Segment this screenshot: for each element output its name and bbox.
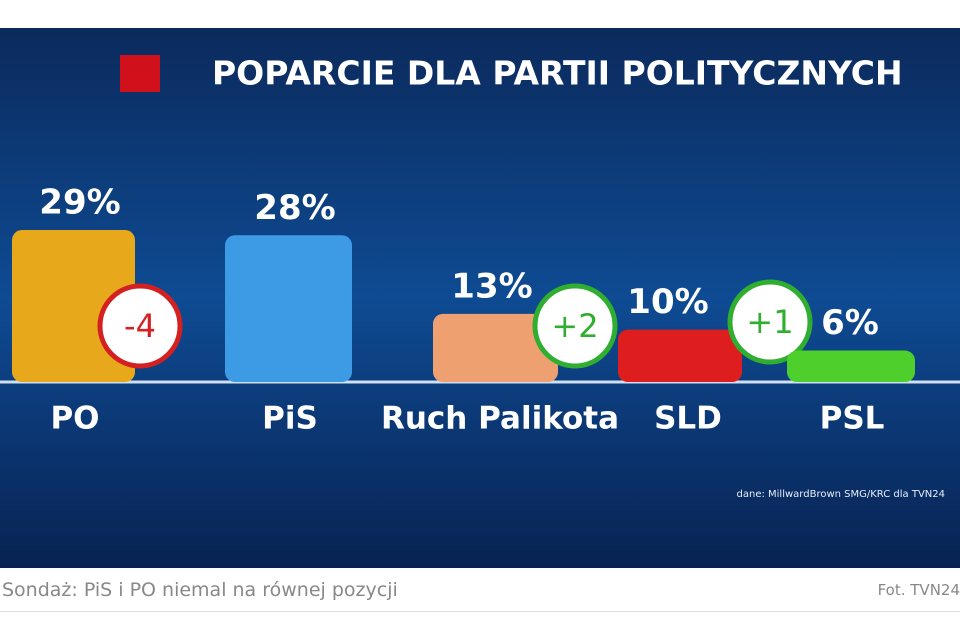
change-badge xyxy=(97,283,183,369)
change-label: +2 xyxy=(551,307,598,345)
change-badge xyxy=(727,279,813,365)
title-square xyxy=(120,55,160,92)
value-label: 29% xyxy=(39,183,120,223)
value-label: 10% xyxy=(627,282,708,322)
value-label: 13% xyxy=(451,266,532,306)
chart: POPARCIE DLA PARTII POLITYCZNYCH dane: M… xyxy=(0,28,960,568)
category-label: PSL xyxy=(820,401,885,437)
value-label: 6% xyxy=(821,303,879,343)
category-label: PiS xyxy=(262,401,318,437)
change-label: +1 xyxy=(746,303,793,341)
category-label: PO xyxy=(50,401,99,437)
change-badge xyxy=(532,283,618,369)
change-label: -4 xyxy=(124,307,156,345)
bar xyxy=(618,329,742,382)
caption-bar: Sondaż: PiS i PO niemal na równej pozycj… xyxy=(0,567,960,612)
bar xyxy=(787,350,915,382)
category-label: SLD xyxy=(654,401,722,437)
source: dane: MillwardBrown SMG/KRC dla TVN24 xyxy=(737,489,945,500)
chart-title: POPARCIE DLA PARTII POLITYCZNYCH xyxy=(212,54,903,93)
credit: Fot. TVN24 xyxy=(877,581,960,599)
bar xyxy=(433,313,558,382)
caption: Sondaż: PiS i PO niemal na równej pozycj… xyxy=(2,579,398,601)
bar xyxy=(225,235,352,382)
value-label: 28% xyxy=(254,188,335,228)
category-label: Ruch Palikota xyxy=(381,401,619,437)
